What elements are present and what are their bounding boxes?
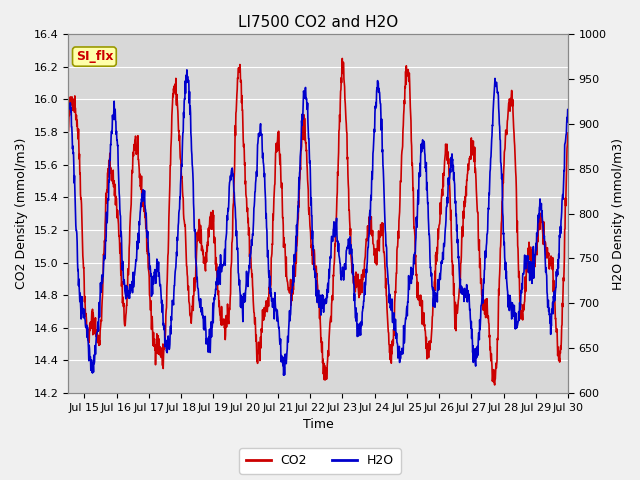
CO2 [564, 130, 572, 136]
H2O [280, 372, 287, 378]
Y-axis label: H2O Density (mmol/m3): H2O Density (mmol/m3) [612, 138, 625, 289]
CO2 [491, 382, 499, 388]
H2O [287, 294, 295, 300]
H2O [124, 284, 131, 289]
CO2 [339, 56, 346, 61]
CO2 [64, 131, 72, 136]
H2O [296, 154, 304, 160]
Legend: CO2, H2O: CO2, H2O [239, 448, 401, 474]
H2O [103, 220, 111, 226]
X-axis label: Time: Time [303, 419, 333, 432]
H2O [64, 101, 72, 107]
Text: SI_flx: SI_flx [76, 50, 113, 63]
CO2 [276, 151, 284, 157]
CO2 [349, 263, 356, 268]
Title: LI7500 CO2 and H2O: LI7500 CO2 and H2O [238, 15, 398, 30]
CO2 [103, 187, 111, 193]
Line: CO2: CO2 [68, 59, 568, 385]
Y-axis label: CO2 Density (mmol/m3): CO2 Density (mmol/m3) [15, 138, 28, 289]
CO2 [124, 288, 131, 293]
H2O [349, 272, 357, 277]
H2O [183, 67, 191, 73]
Line: H2O: H2O [68, 70, 568, 375]
CO2 [296, 178, 303, 184]
CO2 [287, 276, 294, 282]
H2O [564, 107, 572, 112]
H2O [276, 336, 284, 342]
